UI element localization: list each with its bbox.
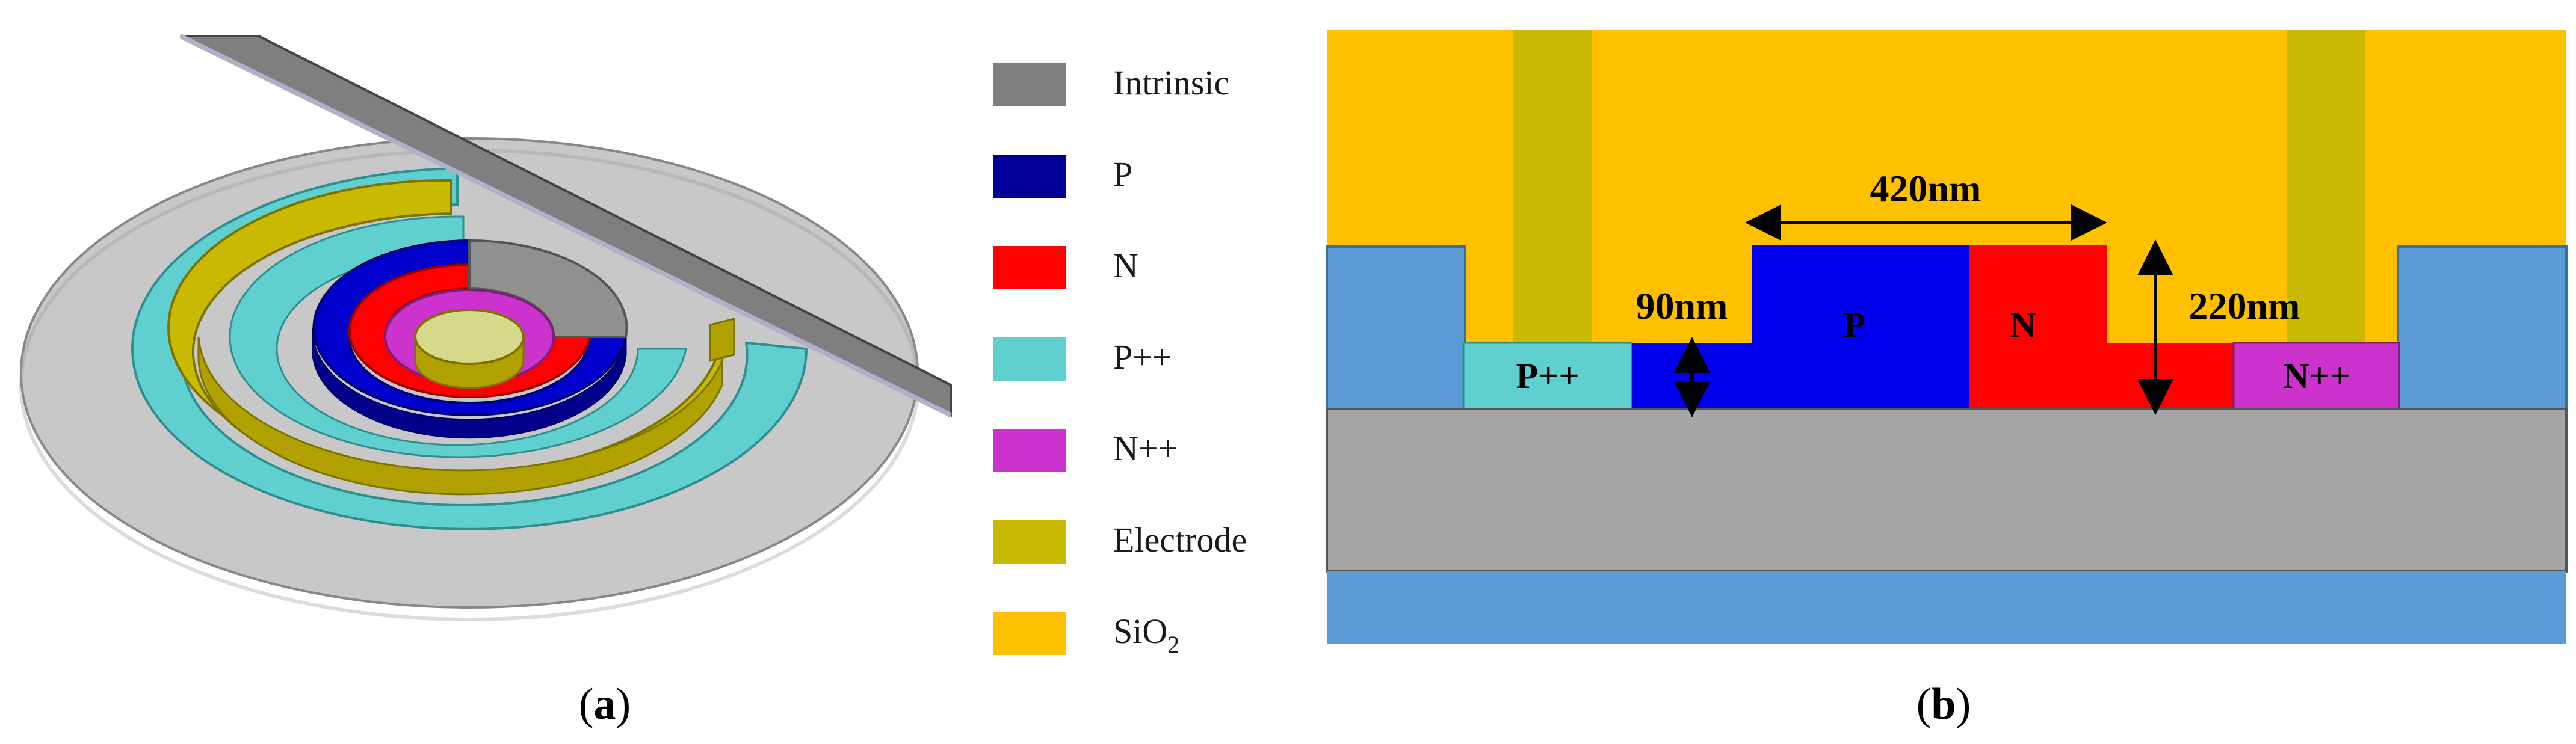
height-dimension: 220nm [2189, 284, 2300, 327]
electrode-right [2287, 30, 2365, 343]
legend-label: P [1113, 155, 1132, 194]
p-plus-label: P++ [1516, 356, 1579, 396]
electrode-left [1513, 30, 1592, 343]
p-plus-inner-ring [229, 215, 687, 458]
panel-a-caption: (a) [579, 680, 631, 729]
legend-label: P++ [1113, 337, 1172, 377]
electrode-ring-outer-top [709, 318, 735, 362]
n-slab [1969, 343, 2234, 409]
box-left [1326, 245, 1466, 410]
legend-swatch [993, 246, 1066, 289]
width-dimension: 420nm [1870, 167, 1981, 210]
substrate [1326, 408, 2568, 573]
bottom-oxide [1327, 571, 2566, 644]
p-plus-ring [131, 167, 808, 530]
panel-b-caption: (b) [1917, 680, 1971, 729]
legend-label: Intrinsic [1113, 63, 1229, 102]
panel-a-device [19, 34, 952, 621]
n-plus-label: N++ [2283, 356, 2350, 396]
center-electrode [414, 309, 525, 365]
n-label: N [2010, 305, 2036, 345]
electrode-ring-wall [197, 336, 723, 496]
p-ring-wall [312, 327, 627, 439]
p-label: P [1844, 305, 1866, 345]
legend-label: N [1113, 246, 1138, 285]
legend: Intrinsic P N P++ N++ Electrode SiO2 [993, 63, 1247, 658]
legend-swatch [993, 612, 1066, 655]
legend-label: N++ [1113, 429, 1178, 468]
legend-label: SiO2 [1113, 612, 1179, 658]
bus-waveguide-edge [179, 34, 952, 417]
legend-swatch [993, 155, 1066, 198]
legend-label: Electrode [1113, 520, 1247, 559]
panel-b-cross-section: P++ P N N++ 420nm 90nm 220nm [1326, 30, 2568, 644]
legend-swatch [993, 63, 1066, 106]
legend-swatch [993, 520, 1066, 564]
legend-swatch [993, 337, 1066, 381]
slab-dimension: 90nm [1636, 284, 1728, 327]
box-right [2397, 245, 2568, 410]
n-plus-region [2232, 342, 2400, 410]
legend-swatch [993, 429, 1066, 472]
p-rib [1752, 245, 1969, 409]
